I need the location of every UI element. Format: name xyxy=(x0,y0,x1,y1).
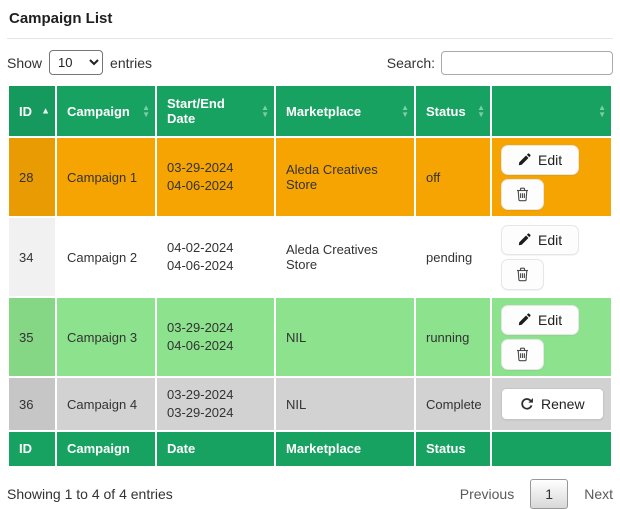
table-controls: Show 10 entries Search: xyxy=(7,50,613,75)
footer-actions xyxy=(492,432,611,466)
trash-icon xyxy=(517,267,528,281)
cell-actions: Edit xyxy=(492,298,611,376)
header-campaign[interactable]: Campaign ▲ ▼ xyxy=(57,86,155,136)
edit-button[interactable]: Edit xyxy=(501,144,580,175)
page-length-control: Show 10 entries xyxy=(7,50,152,75)
cell-status: Complete xyxy=(416,378,490,430)
header-marketplace[interactable]: Marketplace ▲ ▼ xyxy=(276,86,414,136)
table-header-row: ID▲▼ Campaign▲▼ Start/End Date▲▼ Marketp… xyxy=(9,86,611,136)
cell-status: running xyxy=(416,298,490,376)
header-status[interactable]: Status ▲ ▼ xyxy=(416,86,490,136)
divider xyxy=(7,38,613,39)
header-date[interactable]: Start/End Date ▲ ▼ xyxy=(157,86,274,136)
cell-id: 28 xyxy=(9,138,55,216)
footer-campaign: Campaign xyxy=(57,432,155,466)
delete-button[interactable] xyxy=(501,338,544,370)
trash-icon xyxy=(517,187,528,201)
footer-marketplace: Marketplace xyxy=(276,432,414,466)
cell-campaign: Campaign 2 xyxy=(57,218,155,296)
sort-both-icon: ▲ ▼ xyxy=(598,103,606,119)
cell-marketplace: Aleda Creatives Store xyxy=(276,138,414,216)
cell-actions: Renew xyxy=(492,378,611,430)
footer-status: Status xyxy=(416,432,490,466)
cell-date: 03-29-2024 04-06-2024 xyxy=(157,138,274,216)
sort-both-icon: ▲ ▼ xyxy=(142,103,150,119)
entries-label: entries xyxy=(110,54,153,71)
cell-date: 03-29-2024 04-06-2024 xyxy=(157,298,274,376)
page-title: Campaign List xyxy=(9,10,113,27)
footer-date: Date xyxy=(157,432,274,466)
next-button[interactable]: Next xyxy=(584,486,613,502)
sort-both-icon: ▲ ▼ xyxy=(401,103,409,119)
trash-icon xyxy=(517,347,528,361)
cell-actions: Edit xyxy=(492,138,611,216)
table-row: 36 Campaign 4 03-29-2024 03-29-2024 NIL C… xyxy=(9,378,611,430)
cell-id: 36 xyxy=(9,378,55,430)
cell-date: 04-02-2024 04-06-2024 xyxy=(157,218,274,296)
cell-marketplace: NIL xyxy=(276,298,414,376)
cell-status: pending xyxy=(416,218,490,296)
pencil-icon xyxy=(518,153,531,166)
refresh-icon xyxy=(521,398,533,410)
header-actions[interactable]: ▲ ▼ xyxy=(492,86,611,136)
search-control: Search: xyxy=(386,50,613,75)
pencil-icon xyxy=(518,233,531,246)
cell-marketplace: Aleda Creatives Store xyxy=(276,218,414,296)
sort-asc-icon: ▲▼ xyxy=(41,105,50,116)
page-size-select[interactable]: 10 xyxy=(49,50,104,75)
cell-date: 03-29-2024 03-29-2024 xyxy=(157,378,274,430)
sort-both-icon: ▲ ▼ xyxy=(261,103,269,119)
table-row: 28 Campaign 1 03-29-2024 04-06-2024 Aleda… xyxy=(9,138,611,216)
renew-button[interactable]: Renew xyxy=(501,388,604,420)
table-footer-row: ID Campaign Date Marketplace Status xyxy=(9,432,611,466)
page-number-button[interactable]: 1 xyxy=(530,479,569,509)
pencil-icon xyxy=(518,313,531,326)
previous-button[interactable]: Previous xyxy=(459,486,515,502)
delete-button[interactable] xyxy=(501,258,544,290)
table-row: 34 Campaign 2 04-02-2024 04-06-2024 Aleda… xyxy=(9,218,611,296)
cell-marketplace: NIL xyxy=(276,378,414,430)
table-bottom-bar: Showing 1 to 4 of 4 entries Previous 1 N… xyxy=(7,479,613,509)
cell-campaign: Campaign 3 xyxy=(57,298,155,376)
cell-campaign: Campaign 4 xyxy=(57,378,155,430)
edit-button[interactable]: Edit xyxy=(501,224,580,255)
footer-id: ID xyxy=(9,432,55,466)
header-id[interactable]: ID▲▼ xyxy=(9,86,55,136)
cell-id: 35 xyxy=(9,298,55,376)
cell-actions: Edit xyxy=(492,218,611,296)
campaign-table: ID▲▼ Campaign▲▼ Start/End Date▲▼ Marketp… xyxy=(7,84,613,468)
sort-both-icon: ▲ ▼ xyxy=(477,103,485,119)
cell-id: 34 xyxy=(9,218,55,296)
edit-button[interactable]: Edit xyxy=(501,304,580,335)
cell-status: off xyxy=(416,138,490,216)
search-input[interactable] xyxy=(441,50,613,75)
pagination: Previous 1 Next xyxy=(460,479,613,509)
show-label: Show xyxy=(7,54,43,71)
delete-button[interactable] xyxy=(501,178,544,210)
search-label: Search: xyxy=(386,54,435,71)
table-row: 35 Campaign 3 03-29-2024 04-06-2024 NIL r… xyxy=(9,298,611,376)
cell-campaign: Campaign 1 xyxy=(57,138,155,216)
entries-info: Showing 1 to 4 of 4 entries xyxy=(7,486,173,502)
